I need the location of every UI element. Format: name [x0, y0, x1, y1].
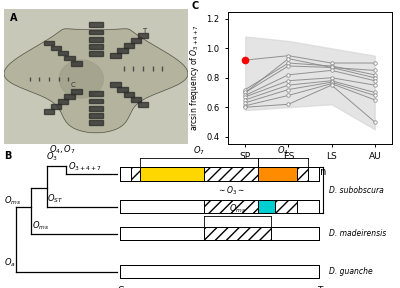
Polygon shape: [58, 99, 68, 104]
Polygon shape: [124, 92, 134, 97]
Bar: [120, 227, 204, 240]
Polygon shape: [59, 60, 103, 98]
Polygon shape: [71, 89, 82, 94]
Polygon shape: [117, 87, 128, 92]
Polygon shape: [4, 29, 188, 133]
Bar: [204, 227, 271, 240]
Text: $O_{3+4+7}$: $O_{3+4+7}$: [68, 160, 102, 173]
Polygon shape: [117, 48, 128, 53]
Text: $\sim O_3 \sim$: $\sim O_3 \sim$: [217, 185, 245, 197]
Text: T: T: [317, 287, 322, 288]
Polygon shape: [44, 109, 54, 114]
Bar: [258, 200, 275, 213]
Bar: [120, 227, 320, 240]
Text: C: C: [70, 82, 75, 88]
Text: $O_{ms}$: $O_{ms}$: [4, 194, 22, 206]
Text: D. madeirensis: D. madeirensis: [329, 229, 386, 238]
Text: A: A: [10, 13, 17, 23]
Polygon shape: [89, 92, 103, 96]
Polygon shape: [89, 51, 103, 56]
Text: $O_4, O_7$: $O_4, O_7$: [49, 143, 75, 156]
Text: $O_{ms}$: $O_{ms}$: [32, 220, 49, 232]
Text: $O_{ST}$: $O_{ST}$: [48, 193, 64, 205]
Polygon shape: [71, 61, 82, 66]
Bar: [308, 167, 320, 181]
Polygon shape: [110, 53, 121, 58]
Bar: [297, 167, 308, 181]
X-axis label: season: season: [293, 167, 327, 177]
Bar: [271, 227, 320, 240]
Text: B: B: [4, 151, 11, 161]
Polygon shape: [89, 37, 103, 41]
Polygon shape: [89, 98, 103, 103]
Polygon shape: [89, 106, 103, 111]
Bar: [132, 167, 140, 181]
Bar: [204, 167, 258, 181]
Polygon shape: [51, 46, 61, 50]
Text: $O_{ms}$: $O_{ms}$: [229, 202, 246, 215]
Polygon shape: [51, 105, 61, 109]
Polygon shape: [138, 102, 148, 107]
Text: D. guanche: D. guanche: [329, 267, 373, 276]
Bar: [120, 167, 320, 181]
Text: $O_7$: $O_7$: [193, 144, 205, 157]
Bar: [297, 200, 320, 213]
Polygon shape: [124, 43, 134, 48]
Polygon shape: [89, 44, 103, 49]
Bar: [120, 167, 132, 181]
Y-axis label: arcsin frequency of $O_{3+4+7}$: arcsin frequency of $O_{3+4+7}$: [188, 24, 201, 131]
Polygon shape: [64, 56, 75, 60]
Polygon shape: [110, 82, 121, 87]
Bar: [120, 265, 320, 278]
Text: $O_3$: $O_3$: [46, 151, 58, 163]
Polygon shape: [89, 22, 103, 27]
Bar: [120, 200, 204, 213]
Polygon shape: [64, 94, 75, 99]
Text: $O_4$: $O_4$: [277, 144, 289, 157]
Text: D. subobscura: D. subobscura: [329, 186, 384, 195]
Polygon shape: [89, 120, 103, 125]
Polygon shape: [44, 41, 54, 46]
Bar: [120, 200, 320, 213]
Bar: [275, 200, 297, 213]
Bar: [120, 265, 320, 278]
Polygon shape: [89, 113, 103, 118]
Polygon shape: [89, 30, 103, 35]
Text: C: C: [192, 1, 199, 11]
Text: C: C: [117, 287, 124, 288]
Text: T: T: [142, 28, 146, 34]
Bar: [204, 200, 258, 213]
Polygon shape: [58, 51, 68, 56]
Bar: [258, 167, 297, 181]
Polygon shape: [131, 97, 141, 102]
Polygon shape: [131, 38, 141, 43]
Text: $O_a$: $O_a$: [4, 256, 16, 269]
Bar: [140, 167, 204, 181]
Polygon shape: [138, 33, 148, 38]
